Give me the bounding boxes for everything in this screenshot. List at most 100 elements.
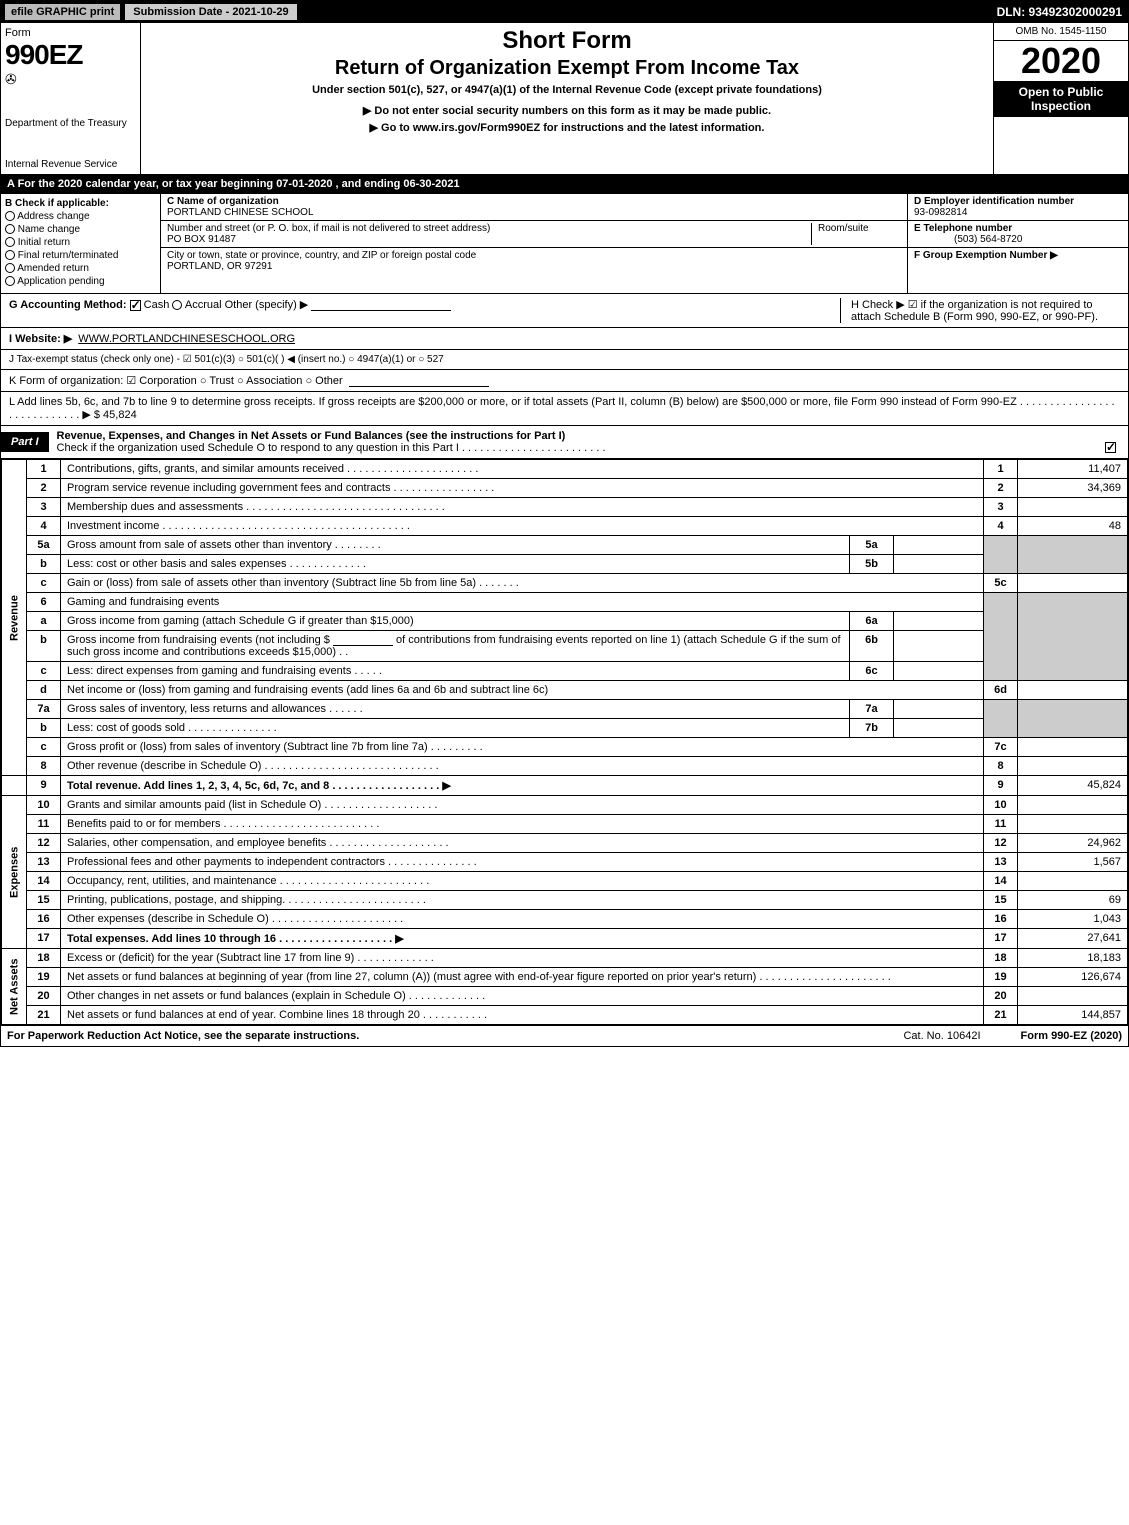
cash-checkbox[interactable] (130, 300, 141, 311)
line-desc: Other changes in net assets or fund bala… (61, 987, 984, 1006)
dln-label: DLN: 93492302000291 (997, 5, 1128, 19)
shade-cell (1018, 700, 1128, 738)
section-def: D Employer identification number 93-0982… (908, 194, 1128, 293)
efile-print-button[interactable]: efile GRAPHIC print (5, 4, 120, 20)
line-num: 17 (27, 929, 61, 949)
line-box: 18 (984, 949, 1018, 968)
tax-year: 2020 (994, 41, 1128, 81)
final-return-checkbox[interactable] (5, 250, 15, 260)
line-num: 13 (27, 853, 61, 872)
line-amt (1018, 757, 1128, 776)
line-box: 17 (984, 929, 1018, 949)
submission-date: Submission Date - 2021-10-29 (124, 3, 297, 21)
line-desc: Gross profit or (loss) from sales of inv… (61, 738, 984, 757)
line-desc: Less: cost or other basis and sales expe… (61, 555, 850, 574)
amended-return-checkbox[interactable] (5, 263, 15, 273)
inner-box: 5b (850, 555, 894, 574)
line-amt: 1,567 (1018, 853, 1128, 872)
section-h: H Check ▶ ☑ if the organization is not r… (840, 298, 1120, 323)
line-desc: Net assets or fund balances at beginning… (61, 968, 984, 987)
shade-cell (1018, 536, 1128, 574)
row-l: L Add lines 5b, 6c, and 7b to line 9 to … (1, 392, 1128, 425)
ein-label: D Employer identification number (914, 196, 1074, 207)
line-desc: Less: direct expenses from gaming and fu… (61, 662, 850, 681)
line-amt: 126,674 (1018, 968, 1128, 987)
group-exemption-label: F Group Exemption Number ▶ (914, 250, 1058, 261)
expenses-side-label: Expenses (2, 796, 27, 949)
initial-return-checkbox[interactable] (5, 237, 15, 247)
line-box: 21 (984, 1006, 1018, 1025)
form-word: Form (5, 27, 136, 39)
line-box: 9 (984, 776, 1018, 796)
line-desc: Membership dues and assessments . . . . … (61, 498, 984, 517)
line-box: 10 (984, 796, 1018, 815)
line-num: c (27, 662, 61, 681)
line-amt (1018, 987, 1128, 1006)
header-right: OMB No. 1545-1150 2020 Open to Public In… (993, 23, 1128, 174)
line-box: 14 (984, 872, 1018, 891)
line-desc: Other revenue (describe in Schedule O) .… (61, 757, 984, 776)
application-pending-checkbox[interactable] (5, 276, 15, 286)
line-amt: 11,407 (1018, 460, 1128, 479)
line-num: 20 (27, 987, 61, 1006)
inner-box: 6c (850, 662, 894, 681)
line-desc: Gross amount from sale of assets other t… (61, 536, 850, 555)
line-num: c (27, 738, 61, 757)
line-num: d (27, 681, 61, 700)
line-num: b (27, 555, 61, 574)
line-box: 15 (984, 891, 1018, 910)
line-num: 15 (27, 891, 61, 910)
line-amt: 48 (1018, 517, 1128, 536)
inner-amt (894, 612, 984, 631)
line-num: 14 (27, 872, 61, 891)
section-c: C Name of organization PORTLAND CHINESE … (161, 194, 908, 293)
accrual-checkbox[interactable] (172, 300, 182, 310)
line-num: 11 (27, 815, 61, 834)
line-desc: Net assets or fund balances at end of ye… (61, 1006, 984, 1025)
top-bar: efile GRAPHIC print Submission Date - 20… (1, 1, 1128, 23)
name-change-checkbox[interactable] (5, 224, 15, 234)
line-amt: 69 (1018, 891, 1128, 910)
room-label: Room/suite (818, 223, 869, 234)
line-num: 5a (27, 536, 61, 555)
fundraising-amount-input[interactable] (333, 634, 393, 646)
inner-amt (894, 700, 984, 719)
ein-value: 93-0982814 (914, 207, 967, 218)
line-amt (1018, 815, 1128, 834)
section-b-title: B Check if applicable: (5, 198, 156, 209)
line-amt (1018, 574, 1128, 593)
top-bar-left: efile GRAPHIC print Submission Date - 20… (1, 3, 298, 21)
page-footer: For Paperwork Reduction Act Notice, see … (1, 1025, 1128, 1046)
section-b: B Check if applicable: Address change Na… (1, 194, 161, 293)
address-change-checkbox[interactable] (5, 211, 15, 221)
line-box: 6d (984, 681, 1018, 700)
footer-form-ref: Form 990-EZ (2020) (1021, 1030, 1122, 1042)
line-num: a (27, 612, 61, 631)
part1-title: Revenue, Expenses, and Changes in Net As… (49, 426, 1128, 458)
footer-cat-no: Cat. No. 10642I (903, 1030, 980, 1042)
line-desc: Total revenue. Add lines 1, 2, 3, 4, 5c,… (61, 776, 984, 796)
other-org-input[interactable] (349, 375, 489, 387)
line-box: 4 (984, 517, 1018, 536)
shade-cell (984, 536, 1018, 574)
chk-final-return: Final return/terminated (18, 250, 119, 261)
omb-number: OMB No. 1545-1150 (994, 23, 1128, 41)
part1-schedule-o-checkbox[interactable] (1105, 442, 1116, 453)
line-num: 19 (27, 968, 61, 987)
line-num: 10 (27, 796, 61, 815)
line-desc: Gross income from gaming (attach Schedul… (61, 612, 850, 631)
short-form-title: Short Form (149, 27, 985, 55)
line-desc: Occupancy, rent, utilities, and maintena… (61, 872, 984, 891)
line-box: 8 (984, 757, 1018, 776)
accounting-method-label: G Accounting Method: (9, 299, 127, 311)
line-desc: Excess or (deficit) for the year (Subtra… (61, 949, 984, 968)
line-amt: 27,641 (1018, 929, 1128, 949)
line-box: 16 (984, 910, 1018, 929)
other-specify-input[interactable] (311, 299, 451, 311)
chk-name-change: Name change (18, 224, 80, 235)
inner-box: 5a (850, 536, 894, 555)
line-num: 8 (27, 757, 61, 776)
line-num: 3 (27, 498, 61, 517)
line-box: 3 (984, 498, 1018, 517)
website-value: WWW.PORTLANDCHINESESCHOOL.ORG (78, 333, 295, 345)
